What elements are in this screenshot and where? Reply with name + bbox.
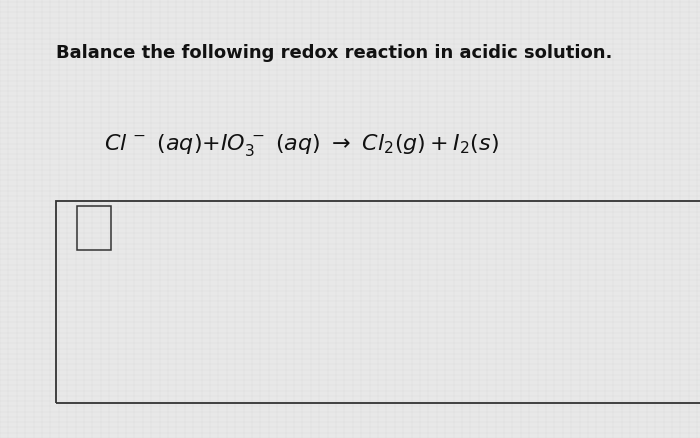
Text: Balance the following redox reaction in acidic solution.: Balance the following redox reaction in … [56,43,612,62]
Text: $\mathit{Cl}^{\,-}$ $\mathit{(aq)}$$+\mathit{IO}_{3}^{\,-}$ $\mathit{(aq)}$ $\ri: $\mathit{Cl}^{\,-}$ $\mathit{(aq)}$$+\ma… [104,131,498,158]
Bar [56,201,700,403]
Bar [77,206,111,250]
